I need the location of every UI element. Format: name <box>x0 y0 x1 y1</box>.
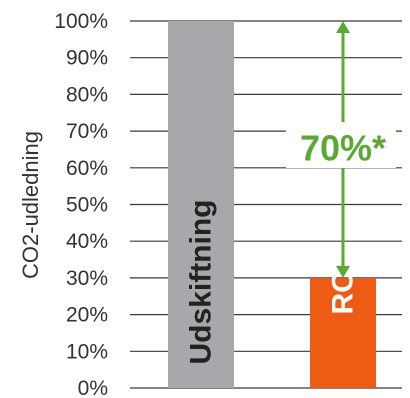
y-tick-label: 20% <box>66 304 108 327</box>
y-tick-label: 0% <box>78 377 108 398</box>
arrow-head-up <box>336 21 350 33</box>
y-tick-labels: 0% 10% 20% 30% 40% 50% 60% 70% 80% 90% 100% <box>54 10 108 398</box>
reduction-label: 70%* <box>300 128 386 169</box>
y-tick-label: 100% <box>54 10 108 33</box>
y-tick-label: 40% <box>66 230 108 253</box>
y-axis-title: CO2-udledning <box>18 131 43 279</box>
bar-label-udskiftning: Udskiftning <box>185 200 218 365</box>
bar-udskiftning <box>168 21 234 388</box>
y-tick-label: 30% <box>66 267 108 290</box>
bars: Udskiftning ROS <box>168 21 376 388</box>
bar-ros <box>310 277 376 388</box>
y-tick-label: 60% <box>66 157 108 180</box>
y-tick-label: 50% <box>66 194 108 217</box>
y-tick-label: 80% <box>66 83 108 106</box>
y-tick-label: 70% <box>66 120 108 143</box>
annotation-label-background <box>286 122 396 168</box>
y-tick-label: 10% <box>66 340 108 363</box>
arrow-head-down <box>336 265 350 278</box>
reduction-annotation: 70%* <box>286 21 396 278</box>
y-tick-label: 90% <box>66 47 108 70</box>
